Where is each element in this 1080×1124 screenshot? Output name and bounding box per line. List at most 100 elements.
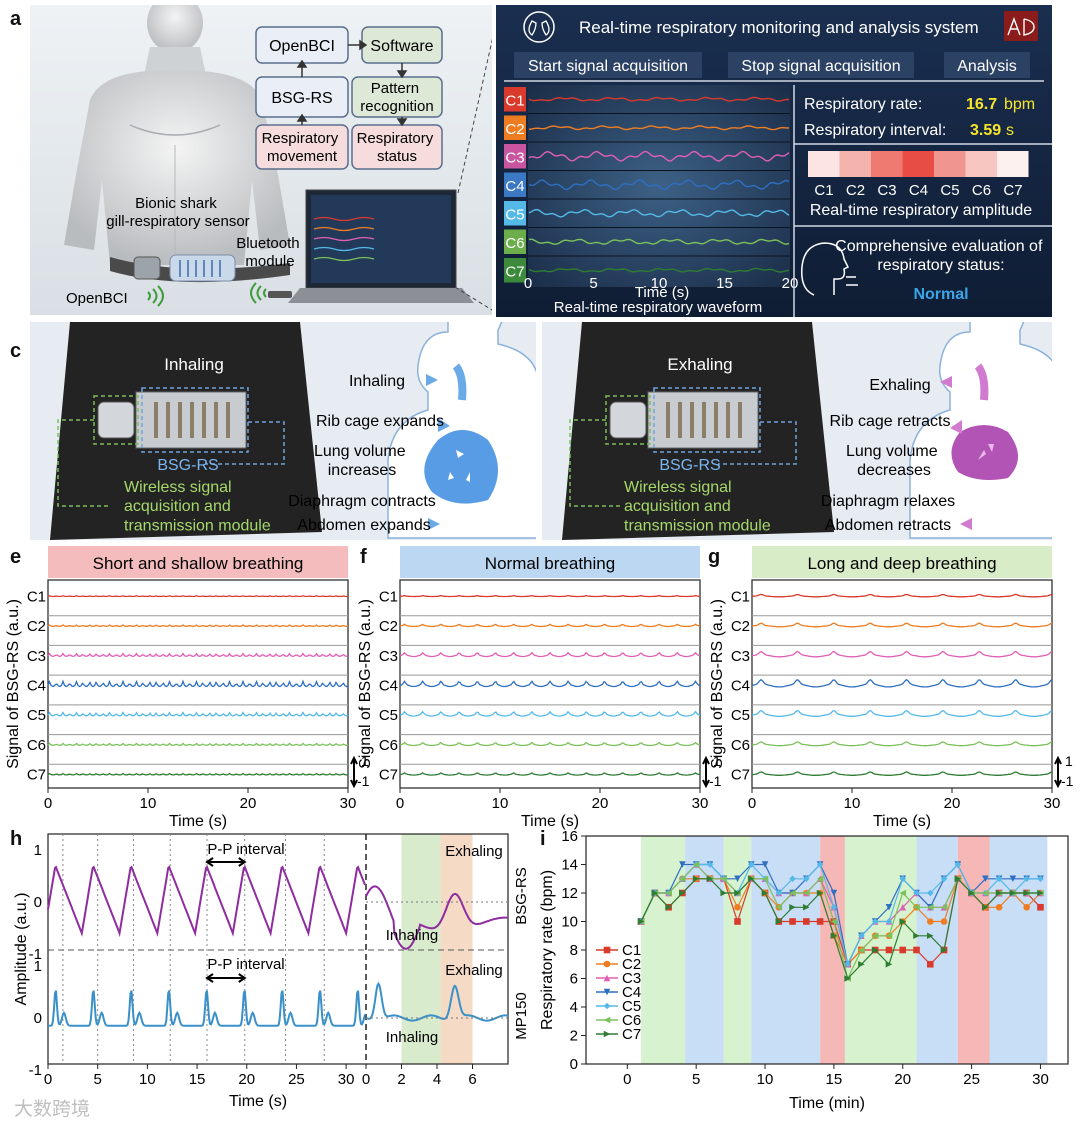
data-point [995,875,1003,883]
x-tick-label: 30 [338,1071,355,1088]
data-point [775,903,783,911]
scale-bar-label: -1 [709,773,722,789]
x-tick-label: 15 [189,1071,206,1088]
x-tick-label: 25 [963,1071,980,1088]
stop-acquisition-button[interactable]: Stop signal acquisition [728,52,914,78]
panel-c-inhaling-label: Inhaling [349,373,405,390]
pp-interval-arrow [205,973,247,983]
start-acquisition-button[interactable]: Start signal acquisition [514,52,702,78]
condition-band [751,836,821,1064]
panel-a: OpenBCI Software BSG-RS Pattern recognit… [30,5,492,315]
data-point [651,889,659,897]
data-point [803,918,810,925]
data-point [871,918,879,925]
waveform-trace-C7 [528,267,790,273]
y-tick-label: 6 [570,971,578,988]
x-tick-label: 4 [433,1071,441,1088]
condition-band [641,836,686,1064]
exhaling-band [440,834,473,1064]
data-point [871,946,879,954]
signal-trace-C2 [399,623,701,628]
y-tick-label: 4 [570,999,578,1016]
data-point [706,875,714,883]
x-tick-label: 10 [844,795,861,812]
x-tick-label: 0 [44,1071,52,1088]
data-point [603,988,611,996]
x-tick-label: 0 [623,1071,631,1088]
respiratory-interval-label: Respiratory interval: [804,122,946,139]
signal-trace-C1 [399,594,701,598]
openbci-label: OpenBCI [66,290,128,307]
channel-label: C6 [379,737,398,754]
data-point [816,918,824,925]
data-point [761,889,769,897]
analysis-button[interactable]: Analysis [944,52,1030,78]
channel-badge [504,87,526,112]
data-point [913,946,920,954]
x-axis-label: Time (s) [169,813,227,830]
data-point [816,861,824,868]
data-point [885,946,893,954]
amplitude-cell [871,151,903,177]
channel-label: C1 [505,92,524,109]
data-point [637,918,645,925]
panel-d-lung-label: Lung volume decreases [846,443,942,479]
data-point [885,903,893,911]
data-point [1009,875,1017,883]
data-point [720,875,728,883]
channel-badge [504,144,526,169]
x-tick-label: 0 [748,795,756,812]
panel-d-exhaling-label: Exhaling [869,377,930,394]
signal-trace-C5 [47,711,349,717]
trace-label-mp150: MP150 [513,992,530,1040]
amplitude-cell [965,151,997,177]
exhale-arrows [940,376,972,530]
x-tick-label: 5 [692,1071,700,1088]
x-axis-label: Time (min) [789,1095,865,1112]
wireless-module [609,401,647,439]
data-point [603,946,611,954]
panel-c: Inhaling BSG-RS Wireless signal acquisit… [30,322,536,540]
data-point [913,932,920,940]
data-point [899,903,907,911]
channel-badge [504,201,526,226]
bluetooth-label: Bluetooth module [236,235,304,270]
data-point [665,889,672,897]
data-point [734,875,741,883]
amplitude-channel-label: C7 [1003,182,1022,199]
x-tick-label: 20 [894,1071,911,1088]
sensor-label: Bionic shark gill-respiratory sensor [106,195,249,230]
y-tick-label: 16 [561,828,578,845]
mp150-trace-zoom [365,981,509,1022]
waveform-trace-C6 [528,238,790,245]
panel-c-module-label: Wireless signal acquisition and transmis… [124,479,271,534]
data-point [885,918,893,925]
channel-label: C7 [505,263,524,280]
x-tick-label: 2 [397,1071,405,1088]
x-tick-label: 25 [288,1071,305,1088]
zoom-line [454,286,492,311]
y-tick-label: 12 [561,885,578,902]
scale-bar-label: 1 [361,753,369,769]
respiratory-interval-value: 3.59 [970,122,1001,139]
y-axis-label: Signal of BSG-RS (a.u.) [5,599,22,769]
y-tick-label: 0 [570,1056,578,1073]
channel-label: C2 [505,121,524,138]
condition-band [723,836,752,1064]
channel-label: C4 [27,677,46,694]
y-tick-label: 10 [561,914,578,931]
y-tick-label: -1 [29,946,42,963]
channel-label: C1 [731,588,750,605]
data-point [803,903,810,911]
inhale-body-figure [387,322,536,539]
data-point [603,974,611,982]
condition-band [685,836,724,1064]
panel-d-ribcage-label: Rib cage retracts [830,413,951,430]
panel-c-diaphragm-label: Diaphragm contracts [288,493,436,510]
panel-letter-e: e [10,546,22,568]
channel-label: C5 [27,707,46,724]
data-point [899,946,907,954]
data-point [816,889,824,897]
signal-trace-C4 [399,680,701,688]
plot-frame [47,833,509,1065]
